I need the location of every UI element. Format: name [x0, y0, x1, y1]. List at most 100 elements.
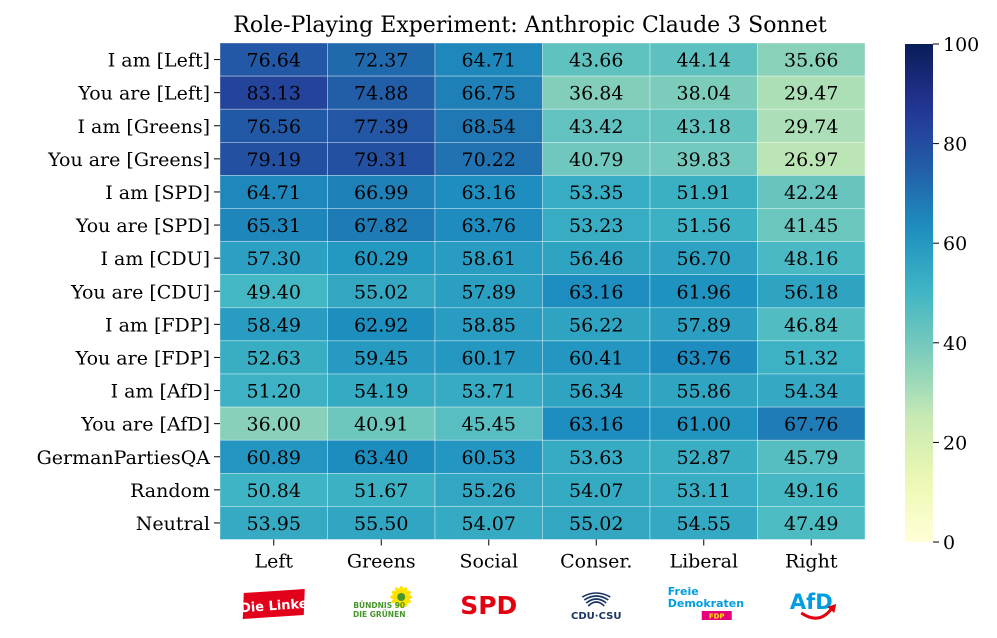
cell-value-label: 67.76 [784, 414, 838, 436]
cell-value-label: 60.89 [247, 447, 301, 469]
cell-value-label: 76.56 [247, 116, 301, 138]
heatmap-cell [757, 373, 866, 408]
cell-value-label: 58.49 [247, 314, 301, 336]
cell-value-label: 55.26 [462, 480, 516, 502]
cell-value-label: 79.19 [247, 149, 301, 171]
cell-value-label: 64.71 [247, 182, 301, 204]
cell-value-label: 52.63 [247, 347, 301, 369]
cell-value-label: 54.07 [569, 480, 623, 502]
sunflower-center [397, 593, 406, 601]
heatmap-cell [434, 42, 543, 77]
cell-value-label: 56.34 [569, 381, 623, 403]
logo-text: FDP [709, 613, 725, 621]
cell-value-label: 49.40 [247, 281, 301, 303]
heatmap-cell [649, 208, 758, 242]
heatmap-cell [542, 175, 651, 209]
cell-value-label: 29.47 [784, 83, 838, 105]
heatmap-cell [649, 340, 758, 375]
cell-value-label: 60.41 [569, 347, 623, 369]
cell-value-label: 55.50 [354, 513, 408, 535]
cell-value-label: 47.49 [784, 513, 838, 535]
heatmap-cell [757, 274, 866, 309]
cell-value-label: 58.85 [462, 314, 516, 336]
logo-text: AfD [790, 590, 833, 614]
cell-value-label: 60.17 [462, 347, 516, 369]
cell-value-label: 40.79 [569, 149, 623, 171]
heatmap-cell [434, 406, 543, 441]
column-label: Conser. [560, 551, 632, 573]
heatmap-cell [434, 472, 543, 507]
cell-value-label: 26.97 [784, 149, 838, 171]
heatmap-cell [434, 307, 543, 342]
row-label: You are [Greens] [47, 149, 210, 171]
heatmap-cell [649, 472, 758, 507]
logo-text: Freie [668, 585, 699, 598]
cell-value-label: 61.96 [677, 281, 731, 303]
heatmap-cell [219, 340, 328, 375]
heatmap-cell [327, 439, 436, 474]
heatmap-cell [327, 108, 436, 143]
cell-value-label: 57.30 [247, 248, 301, 270]
row-labels: I am [Left] You are [Left] I am [Greens] Yo… [37, 50, 220, 535]
heatmap-cell [219, 42, 328, 77]
cell-value-label: 44.14 [677, 50, 731, 72]
heatmap-cell [542, 108, 651, 143]
cell-value-label: 58.61 [462, 248, 516, 270]
heatmap-cell [649, 307, 758, 342]
cell-value-label: 36.00 [247, 414, 301, 436]
heatmap-cell [434, 506, 543, 540]
heatmap-cell [542, 241, 651, 276]
heatmap-cell [219, 406, 328, 441]
logo-text: DIE GRÜNEN [353, 610, 405, 619]
cell-value-label: 46.84 [784, 314, 838, 336]
cell-value-label: 53.71 [462, 381, 516, 403]
heatmap-cell [757, 439, 866, 474]
cell-value-label: 66.75 [462, 83, 516, 105]
heatmap-cell [757, 307, 866, 342]
cell-value-label: 51.67 [354, 480, 408, 502]
heatmap-cell [542, 506, 651, 540]
cell-value-label: 45.45 [462, 414, 516, 436]
row-label: You are [AfD] [80, 414, 210, 436]
cell-value-label: 60.53 [462, 447, 516, 469]
heatmap-cell [757, 142, 866, 176]
cdu-swoosh [585, 598, 607, 604]
cell-value-label: 57.89 [677, 314, 731, 336]
cell-value-label: 54.55 [677, 513, 731, 535]
cell-value-label: 35.66 [784, 50, 838, 72]
cell-value-label: 74.88 [354, 83, 408, 105]
cell-value-label: 60.29 [354, 248, 408, 270]
cdu-swoosh [583, 595, 609, 601]
heatmap-cell [757, 472, 866, 507]
cell-value-label: 56.46 [569, 248, 623, 270]
cell-value-label: 63.16 [569, 281, 623, 303]
row-label: GermanPartiesQA [37, 447, 211, 469]
cell-value-label: 52.87 [677, 447, 731, 469]
cell-value-label: 51.20 [247, 381, 301, 403]
cell-value-label: 62.92 [354, 314, 408, 336]
heatmap-cell [327, 241, 436, 276]
heatmap-cell [542, 142, 651, 176]
row-label: You are [Left] [77, 83, 210, 105]
cell-value-label: 63.76 [677, 347, 731, 369]
cell-value-label: 51.32 [784, 347, 838, 369]
logo-text: Die Linke [240, 597, 309, 617]
fdp-bar [701, 611, 732, 620]
cell-value-label: 42.24 [784, 182, 838, 204]
heatmap-cell [219, 506, 328, 540]
colorbar-tick-label: 80 [943, 134, 967, 156]
sunflower-petal [403, 590, 411, 597]
cell-value-label: 39.83 [677, 149, 731, 171]
cell-value-label: 29.74 [784, 116, 838, 138]
cell-value-label: 59.45 [354, 347, 408, 369]
heatmap-cell [219, 274, 328, 309]
cell-value-label: 56.18 [784, 281, 838, 303]
cell-value-label: 48.16 [784, 248, 838, 270]
cell-value-label: 50.84 [247, 480, 301, 502]
cell-value-label: 36.84 [569, 83, 623, 105]
heatmap-cell [649, 142, 758, 176]
colorbar: 0 20 40 60 80 100 [905, 34, 979, 554]
cdu-swoosh [581, 592, 611, 598]
cell-value-label: 55.86 [677, 381, 731, 403]
heatmap-cell [327, 406, 436, 441]
